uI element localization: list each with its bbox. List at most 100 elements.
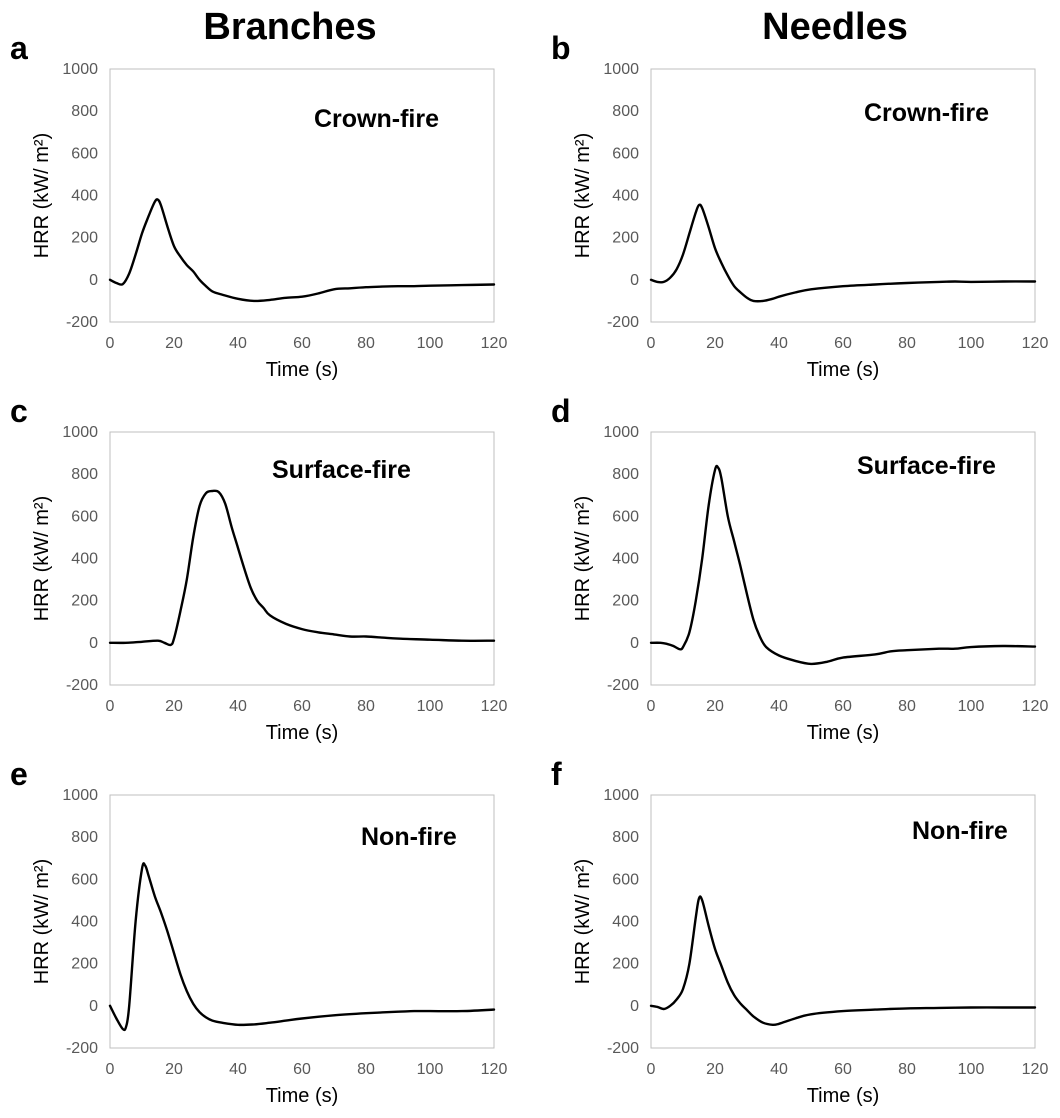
y-tick-label: 400 [612, 188, 639, 205]
y-tick-label: 200 [71, 593, 98, 610]
x-tick-label: 80 [357, 1061, 375, 1078]
chart-panel-c: c -200 0 200 400 600 800 1000 0 20 40 60 80 100 120 Tim… [10, 393, 508, 744]
x-tick-label: 100 [417, 1061, 444, 1078]
y-tick-label: -200 [66, 314, 98, 331]
chart-panel-f: f -200 0 200 400 600 800 1000 0 20 40 60 80 100 120 Tim… [551, 756, 1049, 1107]
x-axis-title: Time (s) [266, 722, 339, 744]
panel-letter: d [551, 393, 571, 429]
x-tick-label: 120 [481, 698, 508, 715]
panel-letter: a [10, 30, 28, 66]
x-tick-label: 100 [958, 1061, 985, 1078]
fire-type-annotation: Non-fire [912, 817, 1008, 845]
y-tick-label: 0 [630, 272, 639, 289]
y-tick-label: -200 [607, 677, 639, 694]
x-tick-label: 40 [770, 1061, 788, 1078]
y-tick-label: 800 [612, 466, 639, 483]
y-axis-title: HRR (kW/ m²) [572, 859, 594, 985]
x-tick-label: 120 [1022, 335, 1049, 352]
x-tick-label: 80 [898, 335, 916, 352]
x-tick-label: 0 [647, 698, 656, 715]
x-tick-label: 80 [898, 1061, 916, 1078]
y-tick-label: 600 [612, 145, 639, 162]
x-tick-label: 40 [229, 335, 247, 352]
chart-panel-b: b -200 0 200 400 600 800 1000 0 20 40 60 80 100 120 Tim… [551, 30, 1049, 381]
x-tick-label: 120 [1022, 1061, 1049, 1078]
y-tick-label: 600 [71, 871, 98, 888]
y-tick-label: 1000 [62, 424, 98, 441]
panel-letter: f [551, 756, 562, 792]
y-tick-label: 200 [612, 593, 639, 610]
y-tick-label: 600 [612, 508, 639, 525]
y-tick-label: 200 [71, 230, 98, 247]
x-tick-label: 40 [770, 698, 788, 715]
x-axis-title: Time (s) [266, 1085, 339, 1107]
y-tick-label: 1000 [603, 424, 639, 441]
plot-frame [650, 431, 1036, 686]
x-tick-label: 0 [106, 1061, 115, 1078]
x-tick-label: 120 [481, 335, 508, 352]
x-tick-label: 60 [293, 698, 311, 715]
y-tick-label: 400 [71, 551, 98, 568]
x-axis-title: Time (s) [807, 722, 880, 744]
panel-letter: c [10, 393, 28, 429]
y-tick-label: 0 [89, 635, 98, 652]
y-axis-title: HRR (kW/ m²) [31, 859, 53, 985]
hrr-series-line [108, 862, 496, 1032]
x-tick-label: 60 [293, 335, 311, 352]
y-axis-title: HRR (kW/ m²) [31, 496, 53, 622]
y-axis-title: HRR (kW/ m²) [572, 133, 594, 259]
x-tick-label: 40 [229, 698, 247, 715]
x-tick-label: 100 [417, 698, 444, 715]
panel-letter: e [10, 756, 28, 792]
y-tick-label: -200 [66, 677, 98, 694]
x-tick-label: 20 [706, 698, 724, 715]
column-title-branches: Branches [203, 6, 377, 48]
chart-panel-e: e -200 0 200 400 600 800 1000 0 20 40 60 80 100 120 Tim… [10, 756, 507, 1107]
y-tick-label: 0 [89, 998, 98, 1015]
x-tick-label: 20 [165, 1061, 183, 1078]
x-tick-label: 60 [293, 1061, 311, 1078]
hrr-series-line [108, 198, 496, 303]
fire-type-annotation: Non-fire [361, 823, 457, 851]
x-axis-title: Time (s) [266, 359, 339, 381]
fire-type-annotation: Crown-fire [864, 99, 989, 127]
x-tick-label: 100 [417, 335, 444, 352]
fire-type-annotation: Surface-fire [857, 452, 996, 480]
y-tick-label: 600 [71, 508, 98, 525]
y-tick-label: 400 [71, 188, 98, 205]
x-tick-label: 100 [958, 335, 985, 352]
y-tick-label: 800 [612, 103, 639, 120]
hrr-series-line [108, 489, 496, 647]
hrr-series-line [649, 895, 1037, 1027]
y-tick-label: 600 [612, 871, 639, 888]
y-tick-label: 0 [630, 635, 639, 652]
plot-frame [109, 68, 495, 323]
x-tick-label: 40 [229, 1061, 247, 1078]
x-tick-label: 60 [834, 698, 852, 715]
y-tick-label: 400 [71, 914, 98, 931]
y-tick-label: -200 [607, 314, 639, 331]
y-axis-title: HRR (kW/ m²) [31, 133, 53, 259]
hrr-series-line [649, 464, 1037, 666]
y-tick-label: 0 [89, 272, 98, 289]
y-tick-label: 200 [612, 956, 639, 973]
x-tick-label: 60 [834, 335, 852, 352]
y-tick-label: 400 [612, 914, 639, 931]
panel-letter: b [551, 30, 571, 66]
x-tick-label: 80 [357, 335, 375, 352]
y-tick-label: 200 [612, 230, 639, 247]
x-axis-title: Time (s) [807, 1085, 880, 1107]
y-axis-title: HRR (kW/ m²) [572, 496, 594, 622]
y-tick-label: 1000 [603, 787, 639, 804]
x-tick-label: 80 [357, 698, 375, 715]
x-tick-label: 20 [706, 1061, 724, 1078]
plot-frame [109, 431, 495, 686]
fire-type-annotation: Surface-fire [272, 456, 411, 484]
chart-panel-d: d -200 0 200 400 600 800 1000 0 20 40 60 80 100 120 Tim… [551, 393, 1049, 744]
plot-frame [109, 794, 495, 1049]
x-tick-label: 40 [770, 335, 788, 352]
x-tick-label: 20 [165, 698, 183, 715]
y-tick-label: 1000 [62, 61, 98, 78]
x-tick-label: 20 [706, 335, 724, 352]
x-tick-label: 120 [1022, 698, 1049, 715]
